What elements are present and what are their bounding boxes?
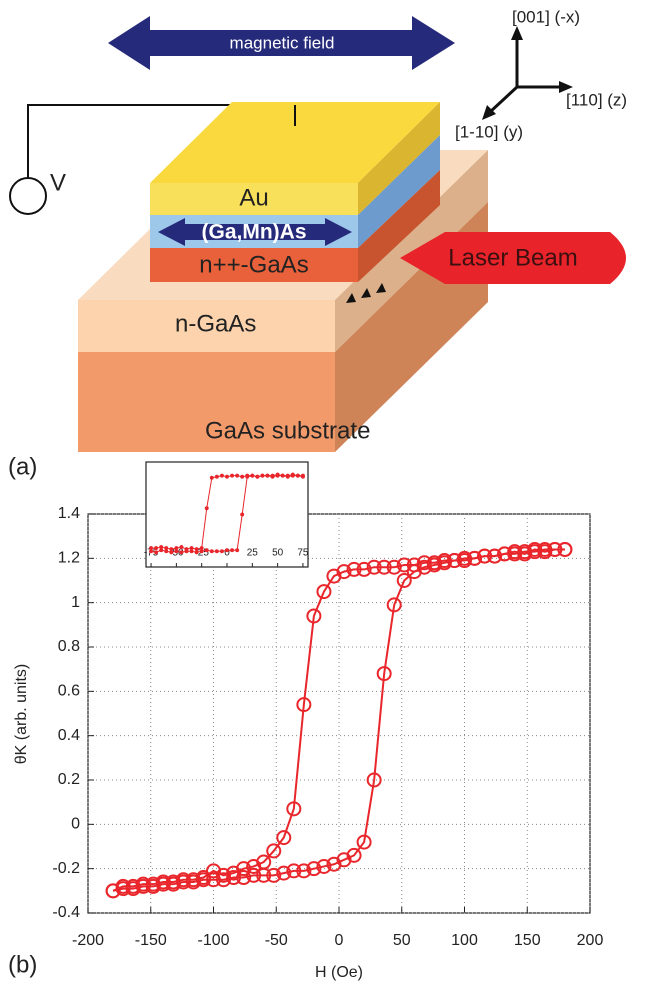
data-point: [225, 475, 229, 479]
data-point: [154, 546, 158, 550]
layer-label: (Ga,Mn)As: [202, 221, 307, 244]
data-point: [235, 474, 239, 478]
data-point: [261, 474, 265, 478]
laser-label: Laser Beam: [448, 244, 577, 271]
data-point: [251, 474, 255, 478]
y-tick-label: 1.4: [58, 505, 80, 522]
y-tick-label: 0.8: [58, 638, 80, 655]
data-point: [170, 551, 174, 555]
data-point: [230, 548, 234, 552]
x-tick-label: 50: [272, 548, 284, 559]
axis-label: [110] (z): [566, 90, 627, 109]
data-point: [210, 549, 214, 553]
layer-label: GaAs substrate: [205, 417, 370, 444]
data-point: [200, 549, 204, 553]
data-point: [215, 475, 219, 479]
axes-icon: [482, 26, 573, 120]
data-point: [296, 474, 300, 478]
data-point: [266, 474, 270, 478]
x-tick-label: -100: [197, 932, 229, 949]
field-label: magnetic field: [230, 33, 335, 52]
data-point: [230, 474, 234, 478]
voltage-label: V: [50, 169, 66, 196]
x-tick-label: 200: [577, 932, 604, 949]
page: magnetic field [001] (-x) [110] (z) [1-1…: [0, 0, 647, 986]
axis-label: [001] (-x): [512, 7, 580, 26]
data-point: [205, 548, 209, 552]
data-point: [240, 513, 244, 517]
voltmeter: [10, 178, 46, 214]
data-point: [205, 506, 209, 510]
data-point: [190, 549, 194, 553]
y-tick-label: 1.2: [58, 550, 80, 567]
data-point: [185, 549, 189, 553]
data-point: [276, 474, 280, 478]
y-tick-label: -0.2: [52, 860, 80, 877]
y-tick-label: 0.6: [58, 683, 80, 700]
data-point: [235, 548, 239, 552]
data-point: [245, 475, 249, 479]
data-point: [154, 551, 158, 555]
data-point: [220, 474, 224, 478]
data-point: [281, 474, 285, 478]
data-point: [215, 549, 219, 553]
data-point: [271, 475, 275, 479]
data-point: [195, 551, 199, 555]
y-tick-label: 0.4: [58, 727, 80, 744]
data-point: [175, 549, 179, 553]
data-point: [159, 548, 163, 552]
x-tick-label: 75: [297, 548, 309, 559]
x-tick-label: 50: [393, 932, 411, 949]
data-point: [164, 549, 168, 553]
x-tick-label: 150: [514, 932, 541, 949]
data-point: [149, 549, 153, 553]
x-tick-label: 0: [335, 932, 344, 949]
layer-label: n++-GaAs: [199, 251, 308, 278]
panel-label: (a): [8, 453, 37, 480]
data-point: [291, 474, 295, 478]
y-tick-label: -0.4: [52, 904, 80, 921]
x-tick-label: 25: [247, 548, 259, 559]
figure: magnetic field [001] (-x) [110] (z) [1-1…: [0, 0, 647, 986]
y-tick-label: 1: [71, 594, 80, 611]
x-tick-label: 100: [451, 932, 478, 949]
panel-label: (b): [8, 951, 37, 978]
data-point: [256, 475, 260, 479]
y-tick-label: 0: [71, 816, 80, 833]
layer-label: Au: [239, 184, 268, 211]
y-axis-label: θK (arb. units): [13, 664, 30, 764]
data-point: [180, 545, 184, 549]
data-point: [225, 548, 229, 552]
x-axis-label: H (Oe): [315, 964, 363, 981]
x-tick-label: -50: [265, 932, 288, 949]
data-point: [210, 476, 214, 480]
data-point: [220, 549, 224, 553]
data-point: [286, 475, 290, 479]
data-point: [301, 475, 305, 479]
x-tick-label: -200: [72, 932, 104, 949]
data-point: [240, 475, 244, 479]
y-tick-label: 0.2: [58, 771, 80, 788]
data-point: [180, 551, 184, 555]
x-tick-label: -150: [135, 932, 167, 949]
axis-label: [1-10] (y): [455, 122, 523, 141]
layer-label: n-GaAs: [175, 310, 256, 337]
